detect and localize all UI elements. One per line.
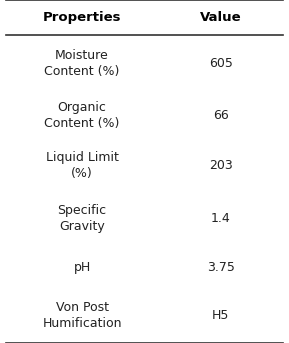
Text: H5: H5 [212, 309, 229, 322]
Text: pH: pH [73, 261, 91, 274]
Text: 1.4: 1.4 [211, 212, 231, 225]
Text: Liquid Limit
(%): Liquid Limit (%) [46, 151, 118, 180]
Text: 3.75: 3.75 [207, 261, 235, 274]
Text: Moisture
Content (%): Moisture Content (%) [45, 49, 120, 78]
Text: 605: 605 [209, 57, 233, 70]
Text: Properties: Properties [43, 11, 121, 24]
Text: 66: 66 [213, 109, 229, 122]
Text: 203: 203 [209, 159, 233, 172]
Text: Specific
Gravity: Specific Gravity [58, 204, 107, 233]
Text: Organic
Content (%): Organic Content (%) [45, 101, 120, 130]
Text: Von Post
Humification: Von Post Humification [42, 301, 122, 330]
Text: Value: Value [200, 11, 242, 24]
